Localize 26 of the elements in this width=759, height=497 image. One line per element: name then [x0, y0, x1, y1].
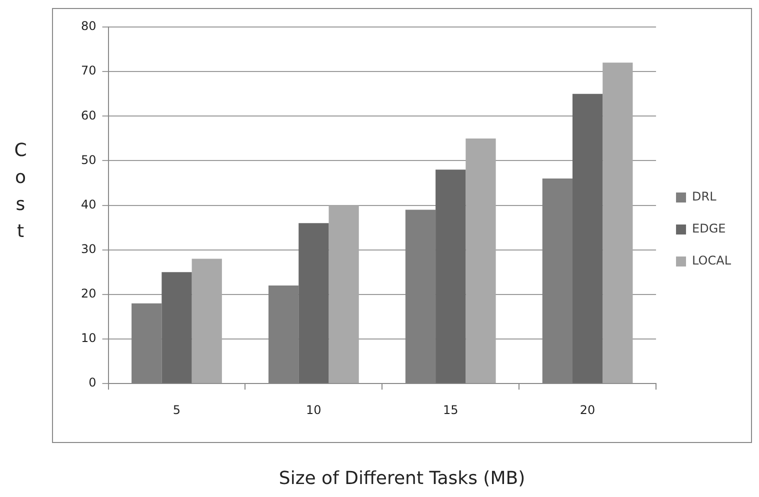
bar	[298, 223, 329, 384]
x-axis-title: Size of Different Tasks (MB)	[278, 468, 526, 489]
bar	[572, 94, 603, 384]
legend-label: DRL	[692, 190, 717, 204]
y-tick-label: 70	[80, 64, 96, 78]
y-tick-label: 40	[80, 197, 96, 212]
y-tick-label: 20	[80, 286, 96, 301]
bar	[192, 258, 222, 384]
y-axis-title: Cost	[10, 140, 32, 248]
bar	[436, 170, 466, 384]
legend-label: EDGE	[692, 222, 726, 236]
bar	[602, 62, 633, 384]
y-tick-label: 80	[80, 19, 96, 34]
y-tick-label: 10	[80, 331, 96, 346]
y-tick-label: 0	[88, 376, 96, 390]
legend-label: LOCAL	[692, 254, 732, 268]
x-tick-label: 10	[306, 402, 322, 417]
bar	[328, 205, 359, 384]
bar	[466, 138, 496, 384]
x-tick-label: 5	[172, 402, 181, 417]
x-tick-label: 15	[442, 402, 458, 417]
y-tick-label: 30	[80, 242, 96, 256]
x-tick-label: 20	[580, 402, 596, 417]
y-tick-label: 60	[80, 108, 96, 122]
bar	[162, 272, 192, 384]
y-tick-label: 50	[80, 152, 96, 167]
